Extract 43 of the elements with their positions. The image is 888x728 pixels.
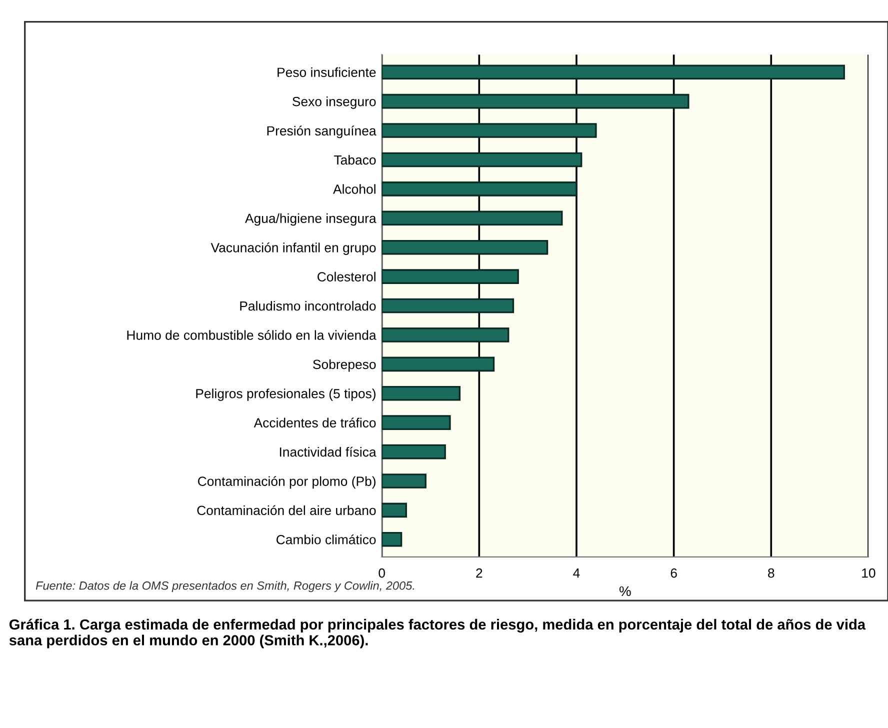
bar — [382, 94, 690, 109]
bar — [382, 64, 845, 80]
y-tick-label: Sobrepeso — [313, 359, 376, 372]
x-tick-label: 6 — [670, 568, 677, 578]
bar — [382, 298, 514, 314]
bar — [382, 152, 582, 168]
bar — [382, 210, 563, 226]
bar — [382, 123, 597, 138]
bar — [382, 532, 402, 547]
y-tick-label: Contaminación del aire urbano — [197, 505, 376, 516]
y-tick-label: Peligros profesionales (5 tipos) — [196, 388, 376, 401]
y-tick-label: Sexo inseguro — [292, 96, 376, 109]
bar — [382, 474, 426, 488]
y-tick-label: Peso insuficiente — [278, 67, 376, 78]
y-tick-label: Contaminación por plomo (Pb) — [198, 476, 376, 489]
bar — [382, 356, 495, 372]
y-tick-label: Cambio climático — [276, 534, 376, 544]
y-tick-label: Paludismo incontrolado — [240, 300, 376, 311]
text: Gráfica 1. Carga estimada de enfermedad por principales factores de riesgo, medida en porcentaje del total de años de vida sana perdidos en el mundo en 2000 (Smith K.,2006). — [9, 618, 866, 648]
x-tick-label: 4 — [573, 568, 580, 578]
x-tick-label: 2 — [476, 568, 482, 578]
x-axis-title: % — [619, 586, 631, 596]
bar — [382, 444, 446, 460]
bar — [382, 240, 548, 255]
x-tick-label: 0 — [378, 568, 385, 578]
bar — [382, 386, 461, 401]
bar — [382, 328, 510, 342]
x-tick-label: 10 — [862, 568, 876, 578]
bar — [382, 182, 578, 196]
bar — [382, 269, 519, 284]
bar — [382, 502, 408, 518]
y-tick-label: Humo de combustible sólido en la vivienda — [127, 330, 376, 340]
y-tick-label: Tabaco — [334, 154, 376, 165]
source-note: Fuente: Datos de la OMS presentados en Smith, Rogers y Cowlin, 2005. — [36, 581, 414, 592]
y-tick-label: Accidentes de tráfico — [254, 418, 376, 428]
y-tick-label: Alcohol — [333, 184, 376, 194]
bar — [382, 415, 451, 430]
y-tick-label: Colesterol — [318, 272, 376, 282]
y-tick-label: Presión sanguínea — [267, 126, 376, 138]
y-tick-label: Agua/higiene insegura — [245, 213, 376, 226]
y-tick-label: Inactividad física — [280, 446, 376, 457]
x-tick-label: 8 — [768, 568, 774, 578]
y-tick-label: Vacunación infantil en grupo — [210, 242, 376, 255]
